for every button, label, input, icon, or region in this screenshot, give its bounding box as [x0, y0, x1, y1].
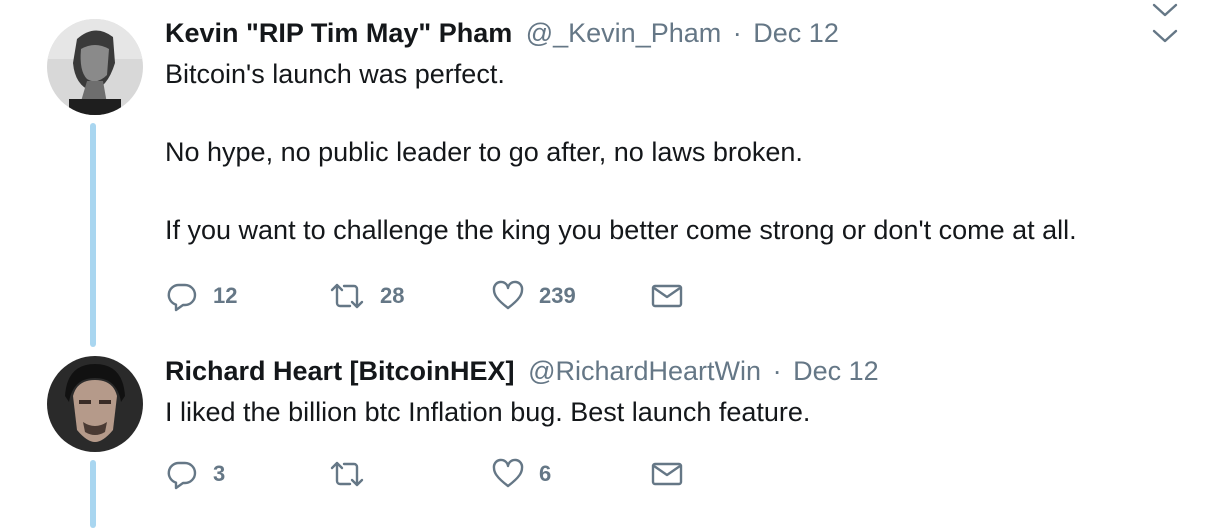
- envelope-icon: [651, 284, 683, 308]
- heart-icon: [492, 458, 524, 488]
- avatar[interactable]: [47, 356, 143, 452]
- tweet-date[interactable]: Dec 12: [793, 356, 879, 386]
- tweet[interactable]: Kevin "RIP Tim May" Pham @_Kevin_Pham · …: [0, 0, 1224, 347]
- retweet-button[interactable]: [328, 454, 491, 494]
- tweet-date[interactable]: Dec 12: [753, 18, 839, 48]
- reply-button[interactable]: 3: [165, 454, 328, 494]
- direct-message-button[interactable]: [651, 276, 691, 316]
- reply-icon: [167, 461, 197, 490]
- like-count: 239: [539, 283, 576, 308]
- tweet-actions: 12 28 239: [165, 276, 691, 316]
- user-handle[interactable]: @_Kevin_Pham: [525, 18, 722, 48]
- tweet-paragraph: Bitcoin's launch was perfect.: [165, 59, 505, 89]
- avatar-image-richard: [47, 356, 143, 452]
- like-count: 6: [539, 461, 552, 486]
- reply-count: 3: [213, 461, 226, 486]
- tweet-content: Kevin "RIP Tim May" Pham @_Kevin_Pham · …: [165, 16, 1164, 250]
- tweet-content: Richard Heart [BitcoinHEX] @RichardHeart…: [165, 354, 1164, 432]
- retweet-count: 28: [380, 283, 405, 308]
- envelope-icon: [651, 462, 683, 486]
- tweet-header: Kevin "RIP Tim May" Pham @_Kevin_Pham · …: [165, 16, 1164, 50]
- tweet-text: Bitcoin's launch was perfect. No hype, n…: [165, 54, 1164, 250]
- tweet-actions: 3 6: [165, 454, 691, 494]
- reply-button[interactable]: 12: [165, 276, 328, 316]
- tweet-paragraph: No hype, no public leader to go after, n…: [165, 137, 803, 167]
- retweet-button[interactable]: 28: [328, 276, 491, 316]
- chevron-down-icon[interactable]: [1150, 0, 1180, 20]
- display-name[interactable]: Richard Heart [BitcoinHEX]: [165, 356, 515, 386]
- tweet-header: Richard Heart [BitcoinHEX] @RichardHeart…: [165, 354, 1164, 388]
- thread-connector-line: [90, 123, 96, 347]
- like-button[interactable]: 239: [491, 276, 651, 316]
- separator-dot: ·: [732, 18, 742, 48]
- user-handle[interactable]: @RichardHeartWin: [528, 356, 762, 386]
- heart-icon: [492, 280, 524, 310]
- tweet[interactable]: Richard Heart [BitcoinHEX] @RichardHeart…: [0, 346, 1224, 528]
- display-name[interactable]: Kevin "RIP Tim May" Pham: [165, 18, 513, 48]
- chevron-down-icon[interactable]: [1150, 26, 1180, 46]
- reply-icon: [167, 283, 197, 312]
- tweet-paragraph: I liked the billion btc Inflation bug. B…: [165, 397, 811, 427]
- thread-connector-line: [90, 460, 96, 528]
- like-button[interactable]: 6: [491, 454, 651, 494]
- tweet-text: I liked the billion btc Inflation bug. B…: [165, 392, 1164, 432]
- retweet-icon: [330, 461, 364, 487]
- avatar-image-kevin: [47, 19, 143, 115]
- tweet-paragraph: If you want to challenge the king you be…: [165, 215, 1077, 245]
- retweet-icon: [330, 283, 364, 309]
- reply-count: 12: [213, 283, 238, 308]
- avatar[interactable]: [47, 19, 143, 115]
- separator-dot: ·: [772, 356, 782, 386]
- direct-message-button[interactable]: [651, 454, 691, 494]
